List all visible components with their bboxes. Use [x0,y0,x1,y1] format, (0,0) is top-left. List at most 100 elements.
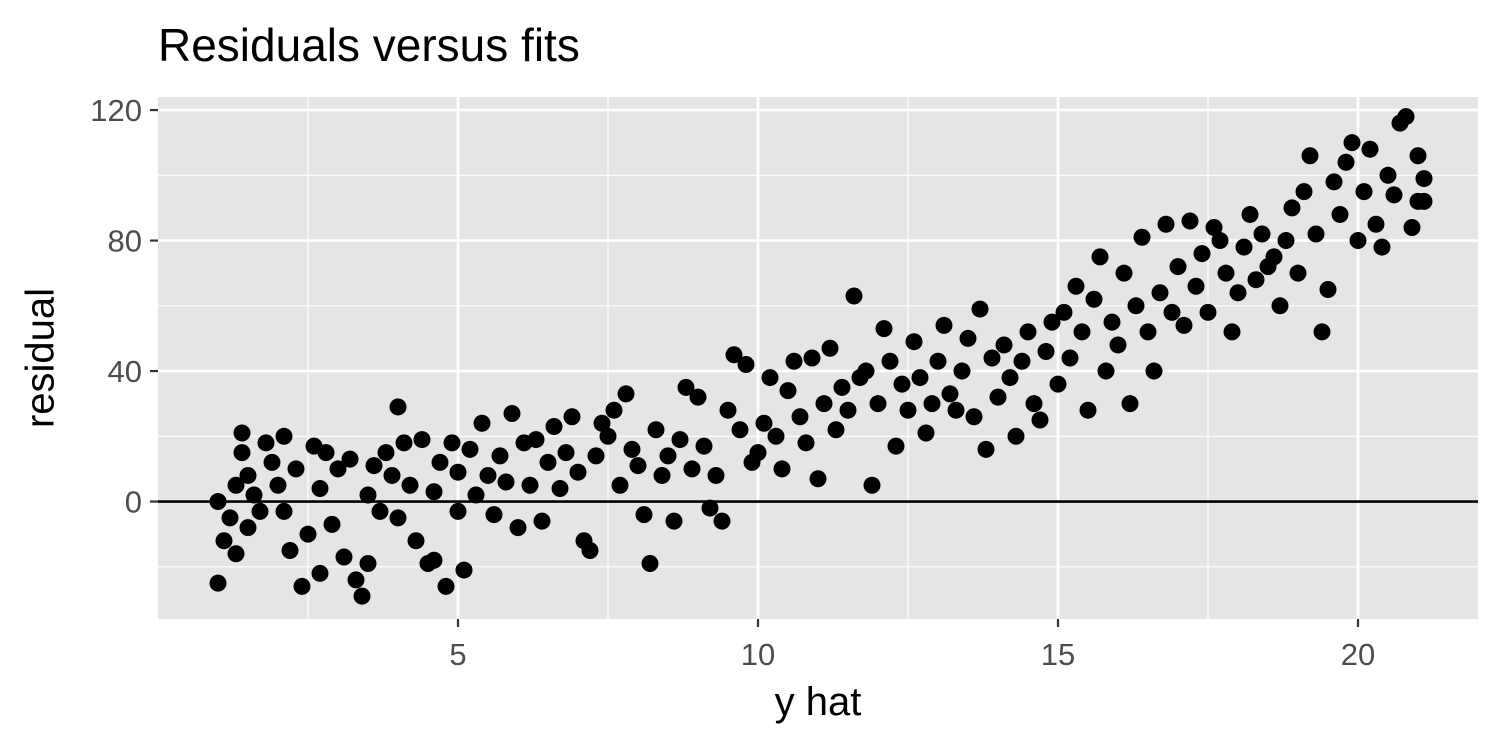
x-tick-label: 15 [1041,637,1075,672]
data-point [635,506,653,524]
data-point [1115,264,1133,282]
x-tick-label: 20 [1341,637,1375,672]
data-point [683,460,701,478]
data-point [413,431,431,449]
data-point [581,541,599,559]
data-point [491,447,509,465]
x-tick-label: 5 [449,637,466,672]
data-point [521,476,539,494]
data-point [371,502,389,520]
data-point [1415,192,1433,210]
data-point [233,444,251,462]
data-point [1085,290,1103,308]
data-point [569,463,587,481]
data-point [275,427,293,445]
data-point [215,532,233,550]
data-point [1097,362,1115,380]
data-point [755,414,773,432]
data-point [1019,323,1037,341]
data-point [1121,395,1139,413]
data-point [293,577,311,595]
data-point [401,476,419,494]
data-point [701,499,719,517]
data-point [425,483,443,501]
data-point [1223,323,1241,341]
x-axis-label: y hat [774,680,862,724]
data-point [299,525,317,543]
data-point [281,541,299,559]
data-point [857,362,875,380]
data-point [647,421,665,439]
data-point [1043,313,1061,331]
data-point [725,346,743,364]
data-point [797,434,815,452]
data-point [1373,238,1391,256]
data-point [1307,225,1325,243]
data-point [893,375,911,393]
data-point [221,509,239,527]
data-point [1343,134,1361,152]
data-point [443,434,461,452]
data-point [1061,349,1079,367]
data-point [1037,342,1055,360]
data-point [1181,212,1199,230]
data-point [671,431,689,449]
data-point [737,356,755,374]
data-point [365,457,383,475]
x-axis: 5 10 15 20 [449,619,1375,672]
data-point [947,401,965,419]
data-point [407,532,425,550]
data-point [1199,303,1217,321]
data-point [1211,232,1229,250]
data-point [1133,228,1151,246]
data-point [1067,277,1085,295]
data-point [1079,401,1097,419]
data-point [731,421,749,439]
data-point [395,434,413,452]
data-point [323,515,341,533]
data-point [917,424,935,442]
data-point [533,512,551,530]
data-point [1283,199,1301,217]
data-point [359,555,377,573]
data-point [1313,323,1331,341]
data-point [449,502,467,520]
data-point [473,414,491,432]
data-point [485,506,503,524]
data-point [941,385,959,403]
data-point [1277,232,1295,250]
data-point [1073,323,1091,341]
data-point [953,362,971,380]
data-point [923,395,941,413]
data-point [1031,411,1049,429]
data-point [1145,362,1163,380]
data-point [1331,205,1349,223]
data-point [1163,303,1181,321]
data-point [1301,147,1319,165]
data-point [317,444,335,462]
data-point [749,444,767,462]
data-point [1361,140,1379,158]
data-point [1151,284,1169,302]
data-point [1367,215,1385,233]
y-axis: 0 40 80 120 [90,93,158,520]
y-tick-label: 80 [108,224,142,259]
data-point [605,401,623,419]
data-point [1379,166,1397,184]
data-point [695,437,713,455]
data-point [497,473,515,491]
data-point [935,316,953,334]
data-point [233,424,251,442]
data-point [767,427,785,445]
data-point [719,401,737,419]
data-point [1007,427,1025,445]
data-point [503,404,521,422]
data-point [1139,323,1157,341]
y-tick-label: 120 [90,93,142,128]
data-point [617,385,635,403]
data-point [1397,108,1415,126]
data-point [905,333,923,351]
data-point [983,349,1001,367]
data-point [629,457,647,475]
data-point [347,571,365,589]
